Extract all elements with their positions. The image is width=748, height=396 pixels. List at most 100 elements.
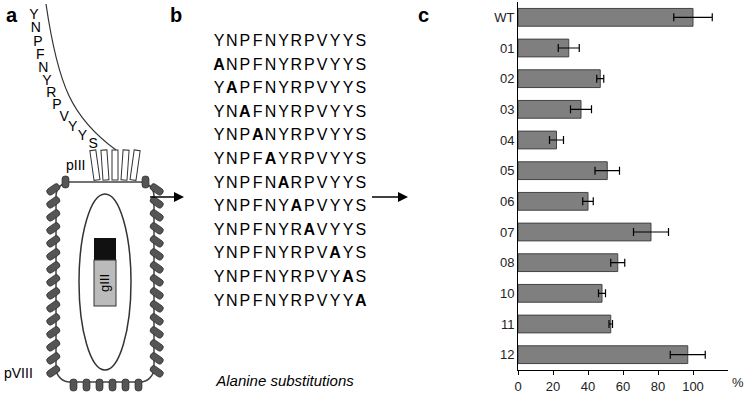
svg-text:P: P (239, 268, 250, 285)
svg-text:R: R (291, 268, 303, 285)
svg-text:V: V (317, 174, 328, 191)
svg-text:S: S (356, 197, 367, 214)
svg-text:A: A (304, 221, 316, 238)
svg-text:Y: Y (330, 103, 341, 120)
svg-text:P: P (239, 126, 250, 143)
svg-text:V: V (317, 244, 328, 261)
svg-text:V: V (317, 268, 328, 285)
svg-text:F: F (253, 174, 263, 191)
svg-text:Y: Y (278, 268, 289, 285)
svg-text:Y: Y (68, 118, 78, 134)
svg-text:P: P (239, 150, 250, 167)
svg-text:P: P (239, 79, 250, 96)
svg-text:a: a (6, 4, 18, 26)
svg-text:S: S (356, 126, 367, 143)
svg-text:A: A (239, 103, 251, 120)
svg-text:Y: Y (343, 56, 354, 73)
svg-text:Y: Y (330, 126, 341, 143)
svg-text:N: N (226, 268, 238, 285)
svg-text:12: 12 (500, 347, 514, 362)
svg-text:P: P (239, 244, 250, 261)
svg-text:20: 20 (546, 379, 560, 394)
svg-text:Y: Y (214, 174, 225, 191)
svg-text:Y: Y (343, 32, 354, 49)
svg-text:R: R (291, 174, 303, 191)
svg-text:N: N (265, 268, 277, 285)
svg-text:R: R (291, 32, 303, 49)
svg-text:Y: Y (214, 79, 225, 96)
svg-text:N: N (265, 221, 277, 238)
svg-text:R: R (291, 79, 303, 96)
svg-text:11: 11 (501, 317, 515, 332)
svg-text:P: P (304, 150, 315, 167)
svg-text:b: b (170, 4, 182, 26)
svg-text:F: F (253, 268, 263, 285)
svg-text:Y: Y (214, 126, 225, 143)
svg-text:R: R (291, 103, 303, 120)
svg-text:S: S (356, 79, 367, 96)
svg-text:N: N (226, 56, 238, 73)
svg-text:P: P (304, 126, 315, 143)
svg-text:S: S (356, 103, 367, 120)
svg-text:c: c (418, 4, 429, 26)
svg-text:P: P (304, 79, 315, 96)
svg-text:04: 04 (500, 133, 514, 148)
svg-text:F: F (253, 103, 263, 120)
svg-text:F: F (253, 221, 263, 238)
svg-text:P: P (239, 56, 250, 73)
svg-text:Y: Y (330, 174, 341, 191)
svg-text:Y: Y (343, 79, 354, 96)
svg-text:Y: Y (214, 150, 225, 167)
svg-text:R: R (291, 150, 303, 167)
svg-text:S: S (356, 268, 367, 285)
svg-text:A: A (226, 79, 238, 96)
svg-text:R: R (291, 292, 303, 309)
svg-text:Y: Y (343, 292, 354, 309)
svg-text:N: N (226, 292, 238, 309)
svg-text:Y: Y (278, 244, 289, 261)
svg-text:WT: WT (494, 10, 514, 25)
svg-text:Y: Y (278, 221, 289, 238)
svg-text:P: P (239, 174, 250, 191)
svg-text:07: 07 (500, 225, 514, 240)
svg-text:80: 80 (651, 379, 665, 394)
svg-text:gIII: gIII (97, 274, 112, 292)
svg-text:P: P (304, 244, 315, 261)
svg-text:10: 10 (500, 286, 514, 301)
svg-text:S: S (356, 56, 367, 73)
svg-text:N: N (265, 244, 277, 261)
svg-text:Y: Y (278, 32, 289, 49)
svg-text:A: A (278, 174, 290, 191)
svg-text:02: 02 (500, 71, 514, 86)
svg-text:F: F (253, 244, 263, 261)
svg-text:V: V (317, 103, 328, 120)
svg-text:N: N (226, 197, 238, 214)
svg-text:P: P (304, 292, 315, 309)
svg-text:Y: Y (78, 127, 88, 143)
svg-text:Y: Y (214, 292, 225, 309)
svg-text:Y: Y (343, 103, 354, 120)
svg-text:P: P (239, 32, 250, 49)
svg-text:P: P (239, 292, 250, 309)
svg-text:Y: Y (330, 197, 341, 214)
svg-text:V: V (317, 221, 328, 238)
svg-text:Y: Y (330, 268, 341, 285)
svg-text:N: N (265, 56, 277, 73)
svg-text:A: A (291, 197, 303, 214)
svg-text:Y: Y (330, 292, 341, 309)
svg-text:N: N (265, 79, 277, 96)
svg-text:V: V (317, 292, 328, 309)
svg-text:N: N (265, 174, 277, 191)
svg-text:A: A (265, 150, 277, 167)
svg-text:N: N (265, 32, 277, 49)
svg-text:Alanine substitutions: Alanine substitutions (215, 372, 354, 389)
svg-text:Y: Y (214, 268, 225, 285)
svg-text:Y: Y (343, 126, 354, 143)
svg-text:Y: Y (214, 221, 225, 238)
svg-text:R: R (291, 221, 303, 238)
svg-text:N: N (226, 174, 238, 191)
svg-text:N: N (226, 150, 238, 167)
svg-text:R: R (291, 244, 303, 261)
svg-text:P: P (304, 32, 315, 49)
svg-text:Y: Y (330, 56, 341, 73)
